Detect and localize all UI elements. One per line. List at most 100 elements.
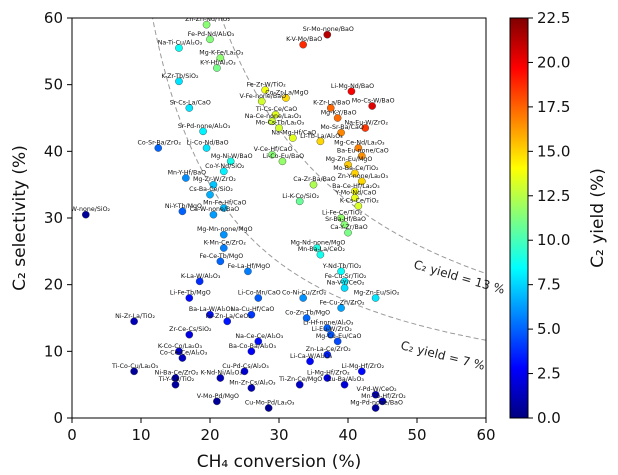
data-point (323, 30, 332, 39)
data-point (333, 114, 342, 122)
data-point-label: Li-Co-Eu/BaO (263, 153, 304, 160)
data-point-label: Fe-Zr-W/TiO₂ (247, 82, 287, 89)
data-point-label: Cu-Mo-Pd/La₂O₃ (245, 400, 295, 407)
data-point-label: Sr-Cs-La/CaO (170, 100, 211, 107)
data-point (323, 324, 332, 332)
data-point-label: K-Mn-Ce/ZrO₂ (204, 240, 247, 247)
data-point-label: Li-W-none/SiO₂ (64, 206, 111, 213)
data-point (337, 214, 345, 222)
data-point (209, 210, 218, 219)
data-point-label: Li-Co-Nd/BaO (186, 140, 228, 147)
data-point-label: Zr-Ce-Cs/SiO₂ (169, 326, 212, 333)
data-point-label: Fe-Cu-Zn/ZrO₂ (320, 300, 365, 307)
data-point (82, 210, 90, 219)
y-axis: 0 10 20 30 40 50 60 (44, 9, 72, 427)
data-point-label: K-Zr-La/BaO (313, 100, 350, 107)
data-point-label: Li-Mg-Nd/BaO (331, 83, 374, 90)
data-point (182, 174, 190, 182)
data-point (351, 194, 359, 202)
data-point (323, 374, 332, 382)
data-point (313, 244, 321, 252)
y-tick-label: 10 (44, 342, 63, 360)
data-point-label: Ca-W-none/BaO (190, 206, 240, 213)
data-point (340, 380, 349, 389)
data-point-label: Na-Ce-none/La₂O₃ (245, 113, 302, 120)
data-point (354, 144, 363, 152)
colorbar (509, 17, 529, 419)
data-point-label: K-La-W/Al₂O₃ (181, 273, 221, 280)
data-point (206, 35, 214, 44)
data-point-label: Co-Ce-Ce/Al₂O₃ (160, 350, 208, 357)
data-point-label: Mg-Cu-Eu/CaO (316, 333, 362, 340)
data-point-label: Mg-Nd-none/MgO (290, 240, 345, 247)
data-point-label: Sr-Pd-none/Al₂O₃ (178, 123, 231, 130)
y-tick-label: 60 (44, 9, 63, 27)
data-point (185, 330, 194, 339)
data-point (247, 347, 256, 356)
data-point-label: Li-Co-Mn/CaO (238, 290, 281, 297)
colorbar-title: C₂ yield (%) (588, 168, 608, 268)
data-point-label: V-Pd-W/CeO₂ (357, 386, 398, 393)
x-axis: 0 10 20 30 40 50 60 (67, 418, 496, 444)
data-point (185, 294, 194, 302)
data-point-label: Li-Fe-Ce/TiO₂ (322, 210, 363, 217)
data-point-label: Mo-Sr-Ba/CaO (320, 124, 363, 131)
data-point-label: Mn-Zr-Cs/Al₂O₃ (229, 380, 276, 387)
data-point (295, 197, 304, 206)
data-point (130, 317, 138, 326)
data-point-label: K-Cs-Ce/TiO₂ (340, 198, 379, 205)
data-point-label: Li-Ca-W/Al₂O₃ (290, 353, 333, 360)
data-point (326, 330, 335, 339)
data-point-label: Mg-Zr-W/ZrO₂ (193, 176, 236, 183)
data-point (202, 144, 211, 152)
data-point-label: Y-Mo-Nd/CaO (334, 190, 376, 197)
data-point-label: Zn-Y-none/La₂O₃ (338, 173, 389, 180)
data-point (247, 310, 256, 319)
data-point (351, 169, 359, 178)
data-point (271, 110, 280, 119)
data-point (199, 127, 207, 136)
colorbar-tick-label: 17.5 (537, 98, 570, 116)
data-point (247, 384, 256, 392)
data-point (130, 367, 138, 376)
yield-curve-label-7: C₂ yield = 7 % (399, 338, 486, 372)
x-tick-label: 20 (200, 426, 219, 444)
data-point-label: Mg-Ni-W/BaO (211, 153, 253, 160)
data-point (175, 347, 183, 356)
data-point (257, 97, 266, 106)
data-point-label: Mo-Ba-Ce/TiO₂ (333, 165, 379, 172)
data-point (226, 157, 235, 166)
data-point-label: V-Ce-Hf/CaO (254, 146, 293, 153)
data-point-label: Ni-Y-Tb/MgO (165, 203, 202, 210)
data-point-label: Na-Mg-Hf/CaO (271, 130, 316, 137)
data-point (378, 397, 387, 406)
data-point (219, 244, 228, 252)
data-point-label: Mo-Cs-W/BaO (352, 98, 395, 105)
data-point-label: Ba-Ce-Hf/La₂O₃ (332, 183, 380, 190)
data-point-label: Co-Zr-La/MgO (265, 90, 308, 97)
data-point (202, 20, 211, 29)
data-point-label: Ca-Zr-Ba/BaO (293, 176, 336, 183)
data-point (354, 202, 363, 210)
data-point-label: Na-Eu-W/ZrO₂ (344, 120, 388, 127)
data-point (357, 152, 366, 160)
data-point (213, 397, 221, 406)
colorbar-tick-label: 15.0 (537, 142, 570, 160)
colorbar-tick-label: 22.5 (537, 9, 570, 27)
data-point-label: Cs-Ba-Ce/SiO₂ (189, 186, 233, 193)
data-point-label: Mg-K-Fe/La₂O₃ (199, 50, 244, 57)
data-point (361, 124, 370, 132)
data-point-label: Ti-Cs-Ce/CaO (255, 106, 297, 113)
data-point-label: Mo-Cs-Tb/La₂O₃ (256, 120, 305, 127)
data-point-label: K-Co-Co/La₂O₃ (158, 343, 203, 350)
data-point (216, 374, 225, 382)
data-point (309, 180, 318, 189)
data-point (306, 357, 314, 366)
data-point-label: Sr-Ba-Hf/BaO (325, 216, 366, 223)
data-point-label: Fe-Ce-Tb/MgO (199, 253, 243, 260)
data-point-label: K-Y-Hf/Al₂O₃ (200, 60, 236, 67)
data-point-label: Mn-Ba-La/CeO₂ (298, 246, 346, 253)
data-point-label: V-Mo-Pd/MgO (197, 393, 239, 400)
data-point (337, 267, 345, 276)
